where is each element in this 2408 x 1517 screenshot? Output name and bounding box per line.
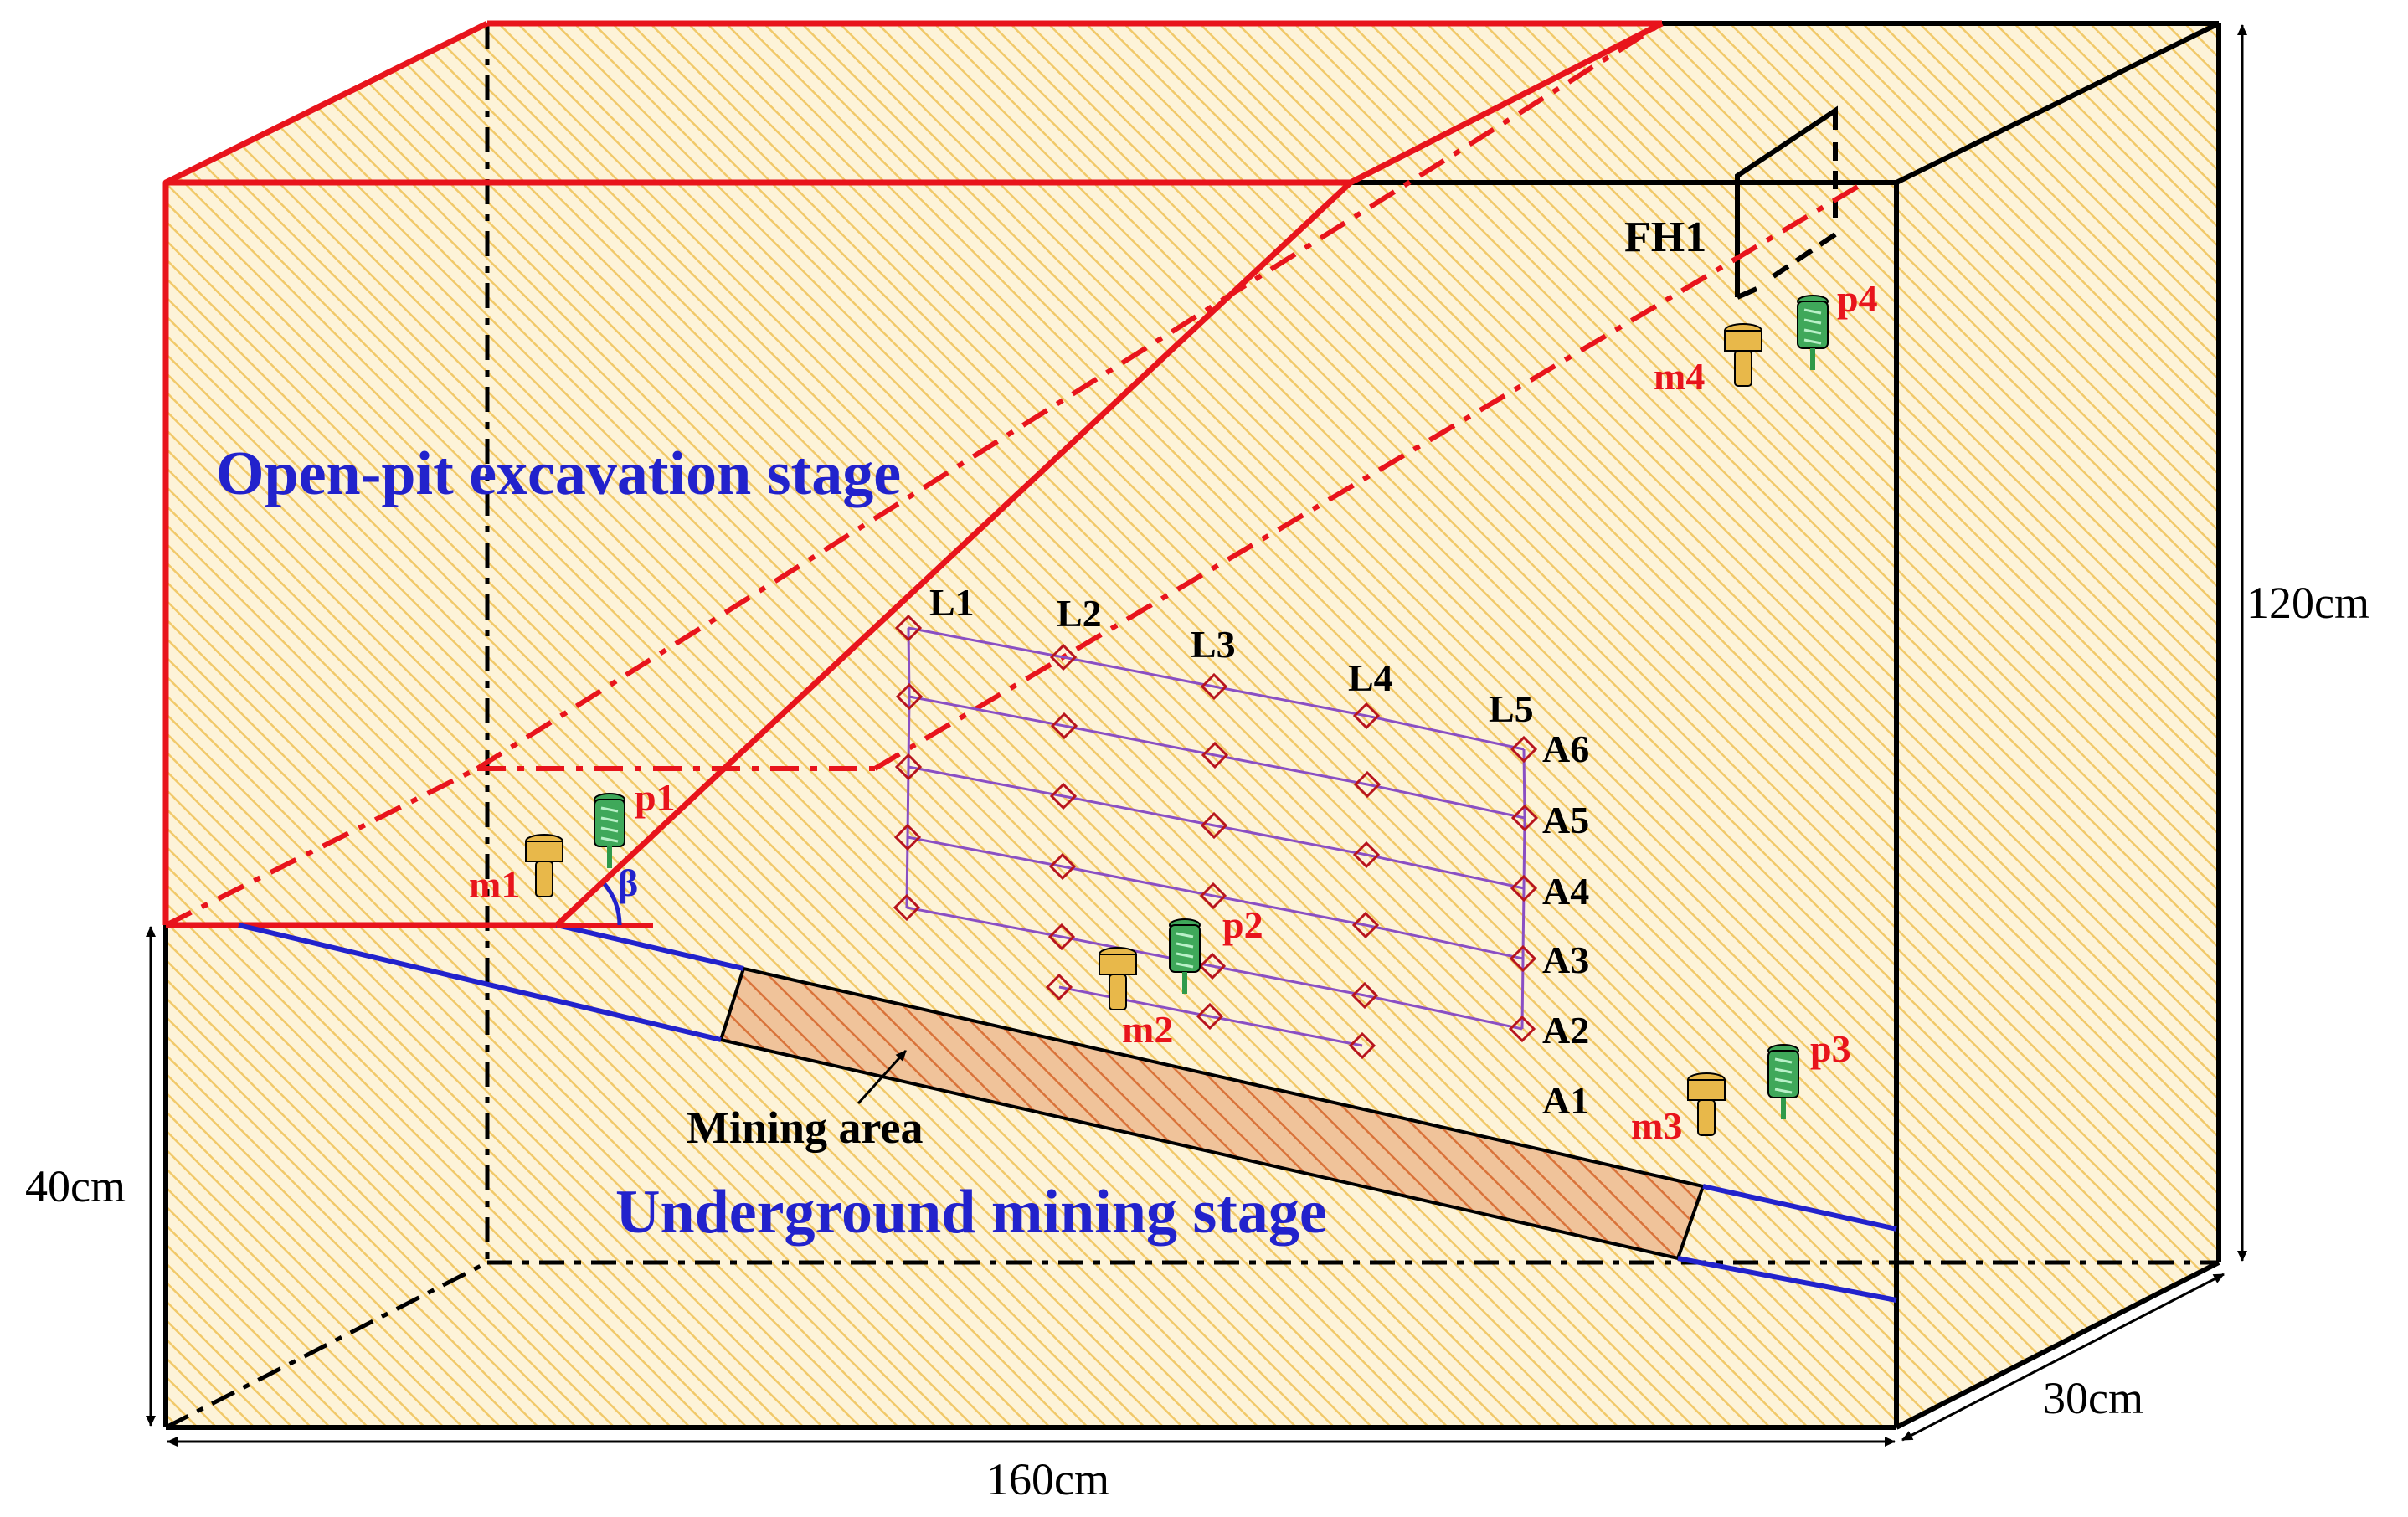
survey-point (1198, 952, 1227, 980)
survey-row-line (908, 695, 1526, 820)
mining-area-pointer (857, 1049, 908, 1105)
displacement-sensor-icon (525, 834, 563, 897)
front-face (166, 183, 1896, 1427)
displacement-sensor-icon (1099, 947, 1137, 1010)
hidden-edges (164, 23, 2219, 1430)
underground-stage-label: Underground mining stage (615, 1178, 1327, 1247)
survey-point (893, 823, 922, 851)
rock-layer-lines (238, 923, 1897, 1303)
survey-point (1510, 874, 1538, 902)
survey-line-label: L2 (1057, 592, 1102, 635)
survey-point (895, 682, 924, 711)
pressure-sensor-label: p2 (1222, 903, 1263, 946)
survey-row-label: A5 (1542, 799, 1589, 841)
pressure-sensor-label: p4 (1837, 277, 1878, 320)
survey-row-line (908, 626, 1525, 751)
box-edges (163, 21, 2221, 1430)
displacement-sensor-label: m4 (1654, 355, 1705, 398)
displacement-sensor-label: m1 (469, 863, 520, 906)
pressure-sensor-label: p3 (1810, 1027, 1851, 1070)
displacement-sensor-label: m2 (1122, 1008, 1173, 1051)
survey-point (894, 753, 923, 781)
survey-point (1200, 811, 1228, 840)
survey-row-line (908, 765, 1525, 890)
survey-row-line (907, 836, 1524, 960)
survey-line-label: L3 (1191, 623, 1236, 666)
survey-point (1047, 923, 1076, 951)
survey-point (893, 893, 921, 922)
survey-point (1050, 712, 1078, 740)
pressure-sensor-icon (1797, 295, 1829, 370)
survey-point (1353, 770, 1382, 799)
beta-angle-marker (557, 882, 653, 928)
top-face (166, 23, 2219, 183)
survey-point (1049, 643, 1078, 671)
survey-point (1201, 741, 1229, 769)
survey-point (1351, 981, 1379, 1010)
pressure-sensor-icon (594, 793, 625, 868)
survey-line-label: L1 (929, 581, 975, 624)
survey-row-label: A2 (1542, 1009, 1589, 1052)
survey-line-label: L5 (1489, 687, 1534, 730)
survey-grid-lines (905, 626, 1526, 1047)
pressure-sensor-label: p1 (635, 776, 676, 819)
survey-point (1348, 1031, 1376, 1060)
survey-point (1510, 804, 1539, 832)
displacement-sensor-icon (1724, 323, 1762, 387)
side-face (1896, 23, 2219, 1427)
base-height-dimension-label: 40cm (25, 1161, 126, 1211)
survey-row-label: A4 (1542, 870, 1589, 913)
survey-point (1508, 1015, 1536, 1043)
dimension-arrows (146, 24, 2247, 1447)
survey-point (1048, 852, 1077, 881)
survey-point (1509, 944, 1537, 973)
sensors: m1 p1 m2 p2 m3 p3 m4 p4 (469, 277, 1878, 1147)
survey-point (1199, 882, 1227, 910)
dim-depth-arrow (1901, 1273, 2225, 1442)
survey-point (1510, 735, 1538, 764)
mining-area-label: Mining area (687, 1103, 924, 1153)
survey-row-label: A6 (1542, 728, 1589, 770)
survey-point (1200, 672, 1228, 701)
survey-point (1049, 782, 1078, 810)
depth-dimension-label: 30cm (2043, 1373, 2143, 1423)
survey-row-label: A3 (1542, 938, 1589, 981)
fh1-label: FH1 (1624, 213, 1706, 261)
open-pit-hidden-outline (164, 21, 1866, 928)
height-dimension-label: 120cm (2246, 578, 2369, 628)
survey-row-line (906, 906, 1523, 1031)
survey-point (1352, 702, 1381, 730)
length-dimension-label: 160cm (986, 1454, 1109, 1504)
fh1-frame (1735, 105, 1838, 300)
survey-point (1351, 911, 1380, 939)
survey-column-line (905, 627, 911, 908)
survey-point (1045, 973, 1073, 1001)
survey-point (1196, 1002, 1224, 1031)
survey-point (894, 614, 923, 642)
pressure-sensor-icon (1767, 1044, 1799, 1119)
displacement-sensor-icon (1687, 1072, 1726, 1136)
survey-line-label: L4 (1348, 656, 1393, 699)
beta-label: β (618, 861, 638, 904)
survey-column-line (1520, 748, 1526, 1030)
open-pit-stage-label: Open-pit excavation stage (216, 440, 901, 508)
survey-point (1352, 841, 1381, 869)
displacement-sensor-label: m3 (1631, 1104, 1682, 1147)
survey-row-label: A1 (1542, 1079, 1589, 1122)
pressure-sensor-icon (1169, 918, 1201, 994)
open-pit-outline (162, 20, 1664, 928)
